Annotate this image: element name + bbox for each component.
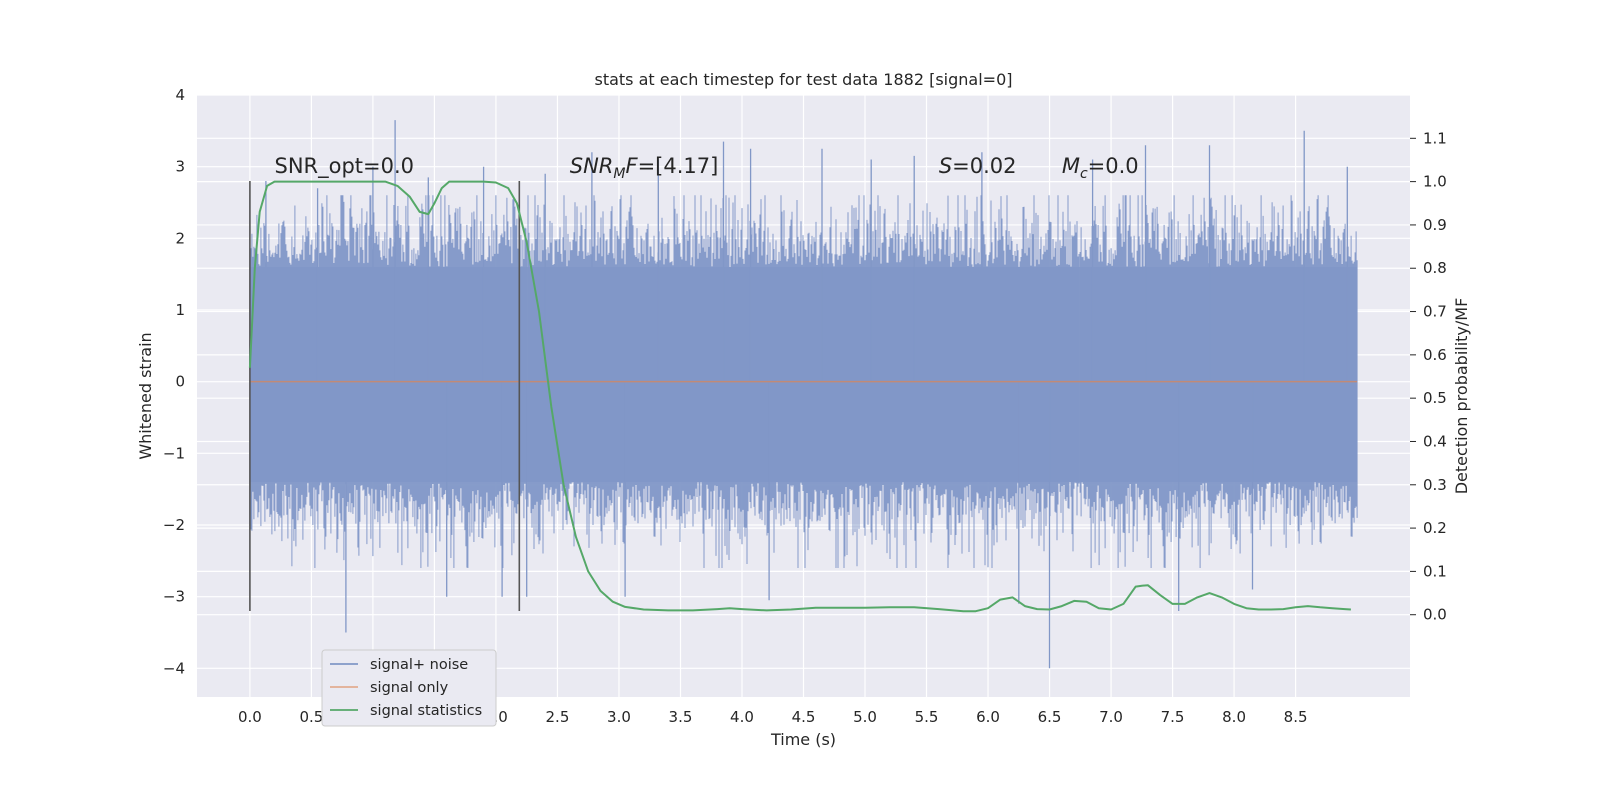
x-tick-label: 6.5 bbox=[1038, 708, 1062, 726]
x-tick-label: 0.0 bbox=[238, 708, 262, 726]
y-tick-label: −3 bbox=[163, 588, 185, 606]
annotation: SNR_opt=0.0 bbox=[275, 154, 415, 179]
legend-label-signal-statistics: signal statistics bbox=[370, 703, 482, 719]
x-tick-label: 6.0 bbox=[976, 708, 1000, 726]
x-tick-label: 8.5 bbox=[1284, 708, 1308, 726]
y-tick-label: 2 bbox=[175, 229, 185, 247]
y-tick-label: 0 bbox=[175, 373, 185, 391]
y-axis-label: Whitened strain bbox=[136, 332, 155, 459]
x-tick-label: 4.5 bbox=[792, 708, 816, 726]
x-tick-label: 8.0 bbox=[1222, 708, 1246, 726]
x-tick-label: 2.5 bbox=[546, 708, 570, 726]
y2-tick-label: 1.0 bbox=[1423, 173, 1447, 191]
x-tick-label: 0.5 bbox=[299, 708, 323, 726]
annotations: SNR_opt=0.0 SNRMF=[4.17] S=0.02 Mc=0.0 bbox=[275, 154, 1139, 182]
y2-tick-label: 0.6 bbox=[1423, 346, 1447, 364]
y2-tick-label: 0.3 bbox=[1423, 476, 1447, 494]
y2-tick-label: 0.7 bbox=[1423, 303, 1447, 321]
annotation: Mc=0.0 bbox=[1062, 154, 1139, 182]
annotation: S=0.02 bbox=[939, 154, 1017, 178]
y-tick-label: −2 bbox=[163, 516, 185, 534]
y2-tick-label: 0.0 bbox=[1423, 606, 1447, 624]
x-tick-label: 3.5 bbox=[669, 708, 693, 726]
x-tick-label: 7.0 bbox=[1099, 708, 1123, 726]
y2-tick-label: 0.2 bbox=[1423, 519, 1447, 537]
y2-tick-label: 0.5 bbox=[1423, 389, 1447, 407]
y-tick-label: 4 bbox=[175, 86, 185, 104]
legend-box bbox=[321, 649, 497, 727]
y-tick-label: −1 bbox=[163, 444, 185, 462]
legend-label-signal-only: signal only bbox=[370, 680, 449, 696]
chart-title: stats at each timestep for test data 188… bbox=[594, 70, 1012, 89]
x-tick-label: 4.0 bbox=[730, 708, 754, 726]
y-tick-label: 3 bbox=[175, 158, 185, 176]
noise-spikes bbox=[265, 120, 1348, 669]
y2-tick-label: 0.4 bbox=[1423, 432, 1447, 450]
y2-tick-label: 1.1 bbox=[1423, 129, 1447, 147]
data-layer bbox=[248, 120, 1358, 669]
axes-ticks: 0.00.51.01.52.02.53.03.54.04.55.05.56.06… bbox=[163, 86, 1447, 726]
y2-axis-label: Detection probability/MF bbox=[1452, 298, 1471, 495]
x-tick-label: 5.0 bbox=[853, 708, 877, 726]
legend: signal+ noise signal only signal statist… bbox=[321, 649, 497, 727]
y2-tick-label: 0.1 bbox=[1423, 562, 1447, 580]
y-tick-label: 1 bbox=[175, 301, 185, 319]
annotation: SNRMF=[4.17] bbox=[570, 154, 719, 182]
y2-tick-label: 0.8 bbox=[1423, 259, 1447, 277]
legend-label-signal-plus-noise: signal+ noise bbox=[370, 657, 468, 673]
y-tick-label: −4 bbox=[163, 659, 185, 677]
y2-tick-label: 0.9 bbox=[1423, 216, 1447, 234]
x-tick-label: 5.5 bbox=[915, 708, 939, 726]
x-axis-label: Time (s) bbox=[770, 730, 836, 749]
x-tick-label: 7.5 bbox=[1161, 708, 1185, 726]
x-tick-label: 3.0 bbox=[607, 708, 631, 726]
signal-statistics-line bbox=[248, 180, 1351, 613]
